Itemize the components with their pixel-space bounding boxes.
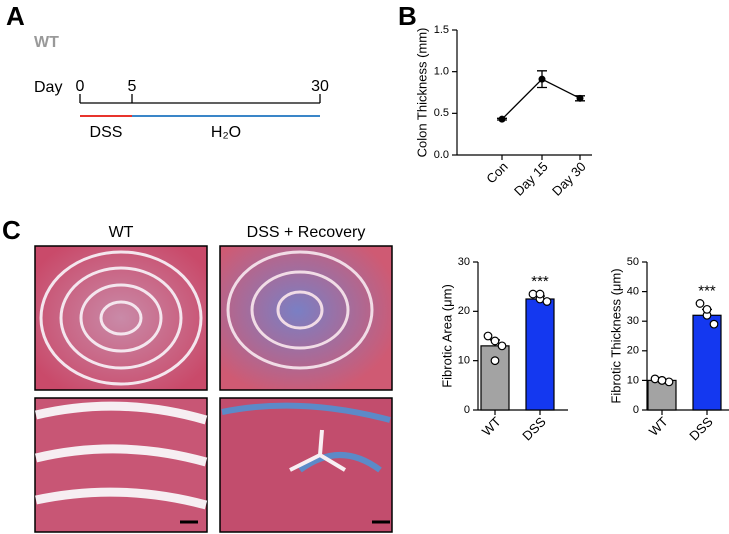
phase-label: H₂O: [211, 124, 241, 141]
strain-label: WT: [34, 34, 59, 51]
fibrosis: [221, 402, 391, 473]
data-point: [490, 356, 500, 366]
significance: ***: [531, 273, 549, 290]
y-tick-label: 20: [627, 345, 639, 357]
y-tick-label: 10: [458, 355, 470, 367]
panel-label: B: [398, 1, 417, 31]
x-tick-label: DSS: [686, 414, 716, 444]
y-tick-label: 40: [627, 286, 639, 298]
y-axis-label: Fibrotic Area (μm): [439, 284, 454, 388]
timeline: 0 5 30 DSS H₂O: [76, 78, 329, 141]
y-tick-label: 1.5: [434, 24, 449, 36]
tissue-rings: [39, 250, 203, 386]
x-tick-label: WT: [479, 414, 504, 439]
y-tick-label: 20: [458, 305, 470, 317]
histology-image: [34, 397, 208, 533]
data-point: [657, 376, 667, 385]
panel-label: C: [2, 215, 21, 245]
marker: [576, 94, 584, 102]
y-tick-label: 30: [458, 256, 470, 268]
data-point: [702, 304, 712, 314]
histology-image: [34, 245, 208, 391]
data-point: [490, 336, 500, 346]
day-tick: 0: [76, 78, 85, 95]
tissue-folds: [289, 429, 347, 472]
image-title: DSS + Recovery: [247, 224, 366, 241]
significance: ***: [698, 282, 716, 299]
tissue-rings: [226, 250, 374, 370]
x-tick-label: WT: [646, 414, 671, 439]
panel-label: A: [6, 1, 25, 31]
y-axis-label: Fibrotic Thickness (μm): [608, 268, 623, 403]
marker: [538, 75, 546, 83]
y-tick-label: 50: [627, 256, 639, 268]
data-point: [709, 319, 719, 329]
data-point: [497, 341, 507, 351]
x-tick-label: Con: [483, 159, 510, 186]
data-point: [542, 297, 552, 306]
x-tick-label: Day 15: [511, 159, 551, 199]
data-point: [535, 289, 545, 299]
day-tick: 30: [311, 78, 329, 95]
data-point: [664, 377, 674, 387]
image-title: WT: [109, 224, 134, 241]
y-tick-label: 0.5: [434, 107, 449, 119]
x-tick-label: DSS: [519, 414, 549, 444]
bar: [480, 345, 510, 411]
day-tick: 5: [128, 78, 137, 95]
bar: [692, 314, 722, 411]
day-label: Day: [34, 79, 62, 96]
marker: [498, 115, 506, 123]
bar: [525, 298, 555, 411]
y-axis-label: Colon Thickness (mm): [414, 28, 429, 158]
y-tick-label: 10: [627, 374, 639, 386]
x-tick-label: Day 30: [549, 159, 589, 199]
data-point: [650, 374, 660, 384]
line: [501, 78, 581, 120]
y-tick-label: 0: [464, 404, 470, 416]
tissue-folds: [34, 401, 208, 510]
y-tick-label: 1.0: [434, 66, 449, 78]
phase-label: DSS: [90, 124, 123, 141]
y-tick-label: 30: [627, 315, 639, 327]
histology-images: [34, 245, 393, 533]
data-point: [483, 331, 493, 341]
y-tick-label: 0: [633, 404, 639, 416]
y-tick-label: 0.0: [434, 149, 449, 161]
data-point: [695, 299, 705, 308]
